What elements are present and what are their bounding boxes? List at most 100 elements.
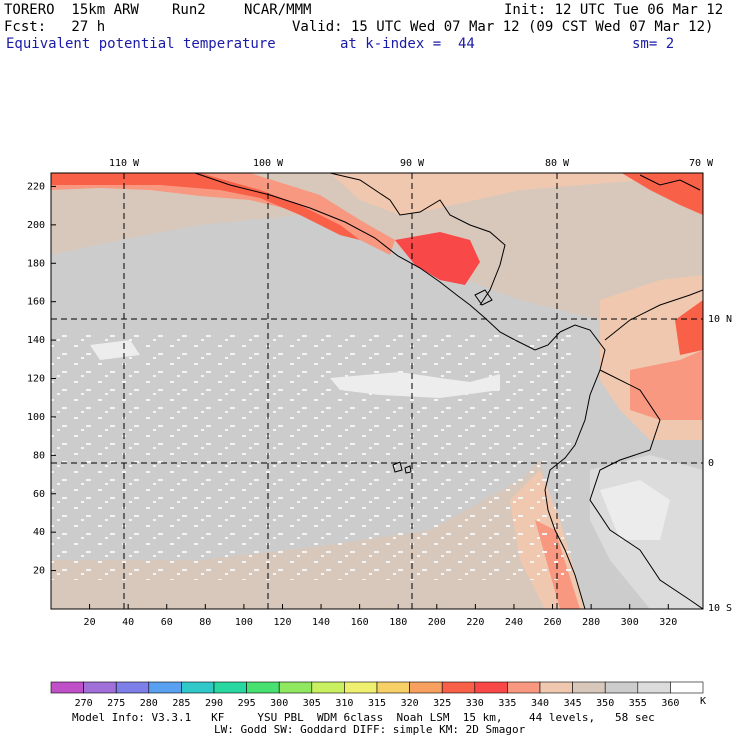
- colorbar-level-label: 320: [401, 698, 419, 709]
- graticule: [51, 173, 703, 609]
- colorbar-level-label: 325: [433, 698, 451, 709]
- colorbar-level-label: 360: [661, 698, 679, 709]
- field-white-patch: [330, 372, 500, 398]
- colorbar-level-label: 335: [498, 698, 516, 709]
- coastline-cuba: [639, 174, 701, 191]
- valid-time: Valid: 15 UTC Wed 07 Mar 12 (09 CST Wed …: [292, 19, 714, 35]
- colorbar-box: [278, 681, 313, 694]
- y-tick-label: 80: [33, 450, 45, 461]
- lon-label-90w: 90 W: [400, 158, 425, 169]
- colorbar-level-label: 310: [335, 698, 353, 709]
- colorbar-level-label: 270: [75, 698, 93, 709]
- colorbar-level-label: 345: [564, 698, 582, 709]
- x-tick-label: 140: [312, 617, 330, 628]
- coastline-galapagos: [392, 461, 412, 474]
- colorbar-level-label: 340: [531, 698, 549, 709]
- lon-label-70w: 70 W: [689, 158, 714, 169]
- org-label: NCAR/MMM: [244, 2, 312, 18]
- colorbar-level-label: 280: [140, 698, 158, 709]
- colorbar-box: [637, 681, 671, 694]
- coastlines: [194, 173, 703, 609]
- y-tick-label: 100: [27, 412, 45, 423]
- colorbar-box: [311, 681, 345, 694]
- x-tick-label: 40: [122, 617, 134, 628]
- field-band-coast: [51, 173, 703, 215]
- x-tick-label: 240: [505, 617, 523, 628]
- lon-label-110w: 110 W: [109, 158, 140, 169]
- y-tick-label: 60: [33, 489, 45, 500]
- lat-label-10n: 10 N: [708, 314, 732, 325]
- x-tick-label: 200: [428, 617, 446, 628]
- run-label: Run2: [172, 2, 206, 18]
- field-white-patch-west: [90, 340, 140, 360]
- lat-label-0: 0: [708, 458, 714, 469]
- colorbar-box: [604, 681, 639, 694]
- colorbar-level-label: 350: [596, 698, 614, 709]
- x-tick-label: 320: [659, 617, 677, 628]
- coastline-central-america-caribbean: [329, 173, 506, 306]
- colorbar-box: [474, 681, 508, 694]
- coastline-central-america-pacific: [194, 173, 561, 351]
- field-hot-central-america: [395, 232, 480, 285]
- colorbar-level-label: 315: [368, 698, 386, 709]
- model-info-line: Model Info: V3.3.1 KF YSU PBL WDM 6class…: [72, 711, 655, 724]
- y-tick-label: 200: [27, 220, 45, 231]
- colorbar-box: [115, 681, 150, 694]
- colorbar-box: [246, 681, 280, 694]
- colorbar-box: [50, 681, 84, 694]
- x-tick-label: 220: [466, 617, 484, 628]
- colorbar-box: [83, 681, 117, 694]
- colorbar-box: [344, 681, 378, 694]
- y-tick-label: 160: [27, 297, 45, 308]
- colorbar-level-label: 285: [172, 698, 190, 709]
- field-hot-ne: [675, 300, 703, 355]
- field-name: Equivalent potential temperature: [6, 36, 276, 52]
- colorbar-box: [539, 681, 573, 694]
- coastline-lake-nicaragua: [474, 289, 493, 306]
- colorbar-box: [376, 681, 410, 694]
- y-tick-label: 120: [27, 374, 45, 385]
- x-axis-ticks: 20 40 60 80 100 120 140 160 180 200 220 240 260 280 30…: [84, 604, 677, 628]
- theta-e-field: [51, 173, 703, 609]
- colorbar-level-label: 305: [303, 698, 321, 709]
- colorbar-level-label: 275: [107, 698, 125, 709]
- field-speckles: [51, 330, 571, 580]
- x-tick-label: 20: [84, 617, 96, 628]
- y-tick-label: 180: [27, 258, 45, 269]
- x-tick-label: 160: [351, 617, 369, 628]
- field-warm-coast: [51, 173, 395, 255]
- forecast-hour: Fcst: 27 h: [4, 19, 106, 35]
- coastline-caribbean-south: [604, 289, 703, 341]
- field-band-north: [51, 173, 703, 330]
- field-coolest-amazon: [600, 480, 670, 540]
- colorbar-box: [213, 681, 247, 694]
- x-tick-label: 80: [199, 617, 211, 628]
- colorbar-level-label: 300: [270, 698, 288, 709]
- field-hot-caribbean: [621, 173, 703, 215]
- x-tick-label: 120: [273, 617, 291, 628]
- colorbar-box: [670, 681, 704, 694]
- colorbar-box: [441, 681, 476, 694]
- colorbar-level-label: 290: [205, 698, 223, 709]
- y-tick-label: 140: [27, 335, 45, 346]
- colorbar-box: [148, 681, 182, 694]
- x-tick-label: 260: [544, 617, 562, 628]
- colorbar-box: [409, 681, 443, 694]
- x-tick-label: 300: [621, 617, 639, 628]
- model-title: TORERO 15km ARW: [4, 2, 139, 18]
- colorbar-box: [572, 681, 606, 694]
- colorbar: 270 275 280 285 290 295 300 305 310 315 320 325 330 3…: [50, 681, 704, 709]
- colorbar-box: [181, 681, 215, 694]
- map-frame: [50, 172, 704, 610]
- border-andes: [589, 369, 703, 609]
- field-hot-coast: [51, 173, 360, 240]
- x-tick-label: 100: [235, 617, 253, 628]
- y-tick-label: 220: [27, 181, 45, 192]
- lon-label-100w: 100 W: [253, 158, 284, 169]
- y-tick-label: 20: [33, 566, 45, 577]
- y-tick-label: 40: [33, 527, 45, 538]
- init-time: Init: 12 UTC Tue 06 Mar 12: [504, 2, 724, 18]
- colorbar-level-label: 355: [629, 698, 647, 709]
- colorbar-unit: K: [700, 696, 706, 707]
